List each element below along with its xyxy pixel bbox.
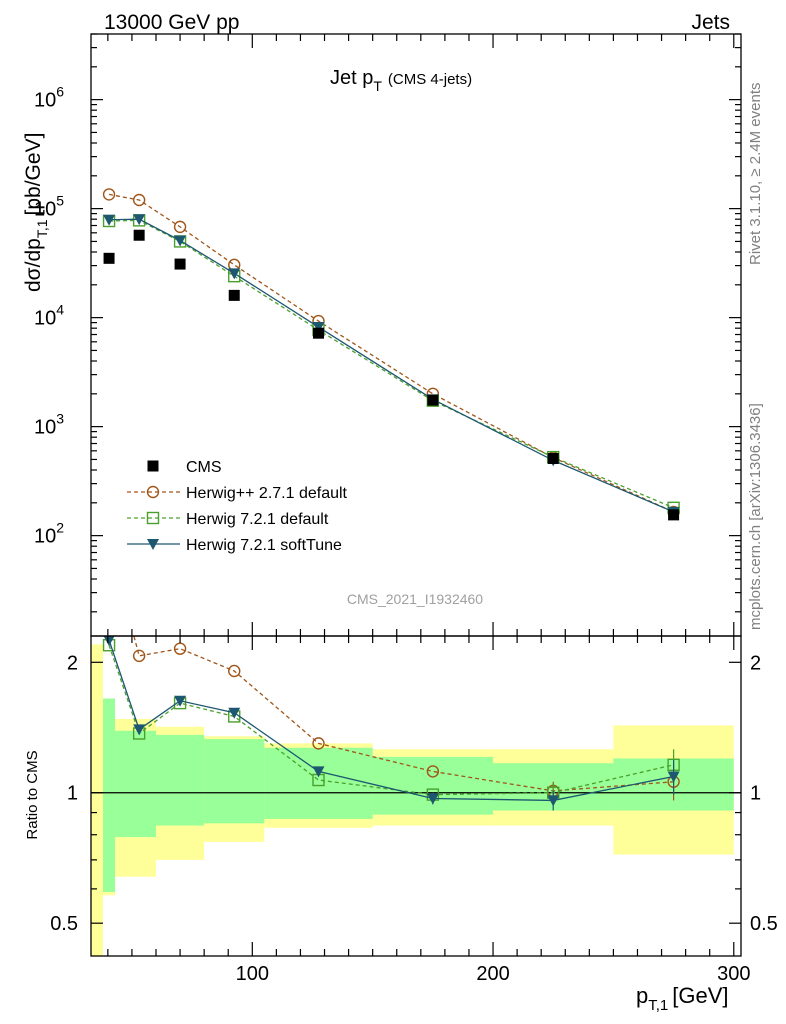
main-point-s0-4 [313, 327, 324, 339]
main-line-series-1 [108, 193, 674, 513]
title-suffix: (CMS 4-jets) [388, 71, 472, 88]
main-line-series-2 [109, 219, 674, 509]
green-band-1 [115, 730, 156, 838]
main-ytick-label: 103 [34, 411, 64, 439]
ratio-point-s2-7 [667, 771, 680, 783]
legend-entry-label: Herwig 7.2.1 softTune [186, 537, 342, 554]
main-point-s3-1 [133, 214, 146, 226]
xlabel-main-text: p [636, 983, 648, 1008]
main-y-axis-label: dσ/dpT,1 [pb/GeV] [22, 133, 50, 292]
ratio-frame [90, 635, 742, 957]
ratio-point-s2-5 [426, 793, 439, 805]
main-ytick-label: 105 [34, 193, 64, 221]
main-point-s1-2 [173, 220, 187, 234]
main-point-s0-1 [133, 229, 145, 241]
ratio-point-s0-4 [312, 737, 325, 750]
ylabel-main-text: dσ/dp [22, 238, 45, 292]
mcplots-reference-label: mcplots.cern.ch [arXiv:1306.3436] [747, 403, 764, 630]
main-point-s0-5 [427, 394, 439, 406]
ratio-ytick-label-right: 1 [750, 783, 761, 805]
ratio-point-s2-1 [133, 724, 146, 736]
main-ytick-base: 10 [34, 308, 56, 330]
legend-entry-label: Herwig 7.2.1 default [186, 511, 329, 528]
main-ytick-base: 10 [34, 199, 56, 221]
main-ytick-base: 10 [34, 90, 56, 112]
main-point-s0-2 [174, 258, 186, 270]
legend-entry-label: Herwig++ 2.7.1 default [186, 485, 348, 502]
x-tick-label: 100 [236, 963, 269, 985]
xlabel-subscript: T,1 [648, 997, 668, 1014]
main-ytick-base: 10 [34, 417, 56, 439]
main-ytick-base: 10 [34, 526, 56, 548]
xlabel-unit: [GeV] [672, 983, 728, 1008]
legend-marker-3 [147, 539, 159, 550]
ratio-line-series-1 [108, 645, 674, 796]
ratio-line-series-2 [108, 639, 674, 802]
ylabel-subscript: T,1 [34, 219, 50, 238]
ratio-ytick-label-right: 2 [750, 652, 761, 674]
main-plot-title: Jet pT (CMS 4-jets) [330, 67, 472, 94]
main-ytick-label: 104 [34, 302, 64, 330]
green-band-4 [264, 747, 373, 819]
main-ytick-exponent: 3 [56, 411, 64, 427]
ratio-line-series-0 [133, 636, 674, 792]
legend: CMS Herwig++ 2.7.1 default Herwig 7.2.1 de… [127, 459, 348, 554]
legend-marker-2 [146, 511, 160, 525]
title-subscript: T [373, 78, 382, 94]
ratio-point-s2-2 [174, 695, 187, 707]
ratio-point-s0-1 [132, 649, 146, 663]
ratio-point-s2-4 [312, 766, 325, 778]
ratio-ytick-label-right: 0.5 [750, 913, 778, 935]
main-point-s0-7 [668, 509, 680, 521]
main-point-s3-4 [312, 322, 325, 334]
analysis-id-label: CMS_2021_I1932460 [347, 591, 483, 607]
green-band-0 [103, 698, 116, 893]
main-ytick-label: 102 [34, 520, 64, 548]
legend-marker-1 [146, 485, 160, 499]
main-point-s0-3 [228, 289, 240, 301]
ratio-point-s0-2 [173, 642, 187, 655]
ratio-series-group [102, 536, 680, 811]
ratio-point-s0-5 [426, 765, 440, 778]
main-point-s1-1 [132, 193, 146, 207]
yellow-band-0 [91, 644, 104, 956]
ratio-point-s2-3 [228, 707, 241, 719]
main-ytick-exponent: 2 [56, 520, 64, 536]
ylabel-unit: [pb/GeV] [22, 133, 45, 216]
x-tick-label: 300 [717, 963, 750, 985]
ratio-point-s2-0 [103, 636, 115, 647]
x-axis-label: pT,1 [GeV] [636, 983, 729, 1014]
title-main-text: Jet p [330, 67, 373, 89]
ratio-plot-area: 0.5 0.5 1 1 2 2 100 200 300 [50, 536, 778, 985]
main-ytick-exponent: 6 [56, 84, 64, 100]
main-point-s3-0 [103, 214, 116, 226]
main-ytick-exponent: 5 [56, 193, 64, 209]
main-ytick-exponent: 4 [56, 302, 64, 318]
header-energy-label: 13000 GeV pp [104, 11, 239, 34]
ratio-point-s2-6 [547, 795, 560, 807]
main-point-s3-3 [228, 268, 241, 280]
main-series-group [102, 188, 680, 521]
main-point-s0-6 [547, 453, 559, 465]
green-band-2 [156, 734, 205, 826]
ratio-ytick-label-left: 2 [67, 652, 78, 674]
ratio-ytick-label-left: 1 [67, 783, 78, 805]
main-point-s3-2 [174, 235, 187, 247]
ratio-ytick-label-left: 0.5 [50, 913, 78, 935]
header-category-label: Jets [691, 11, 730, 34]
legend-entry-label: CMS [186, 459, 222, 476]
main-point-s1-0 [102, 188, 116, 201]
ratio-point-s0-0 [104, 536, 115, 547]
main-line-series-3 [109, 218, 674, 513]
x-tick-label: 200 [476, 963, 509, 985]
main-point-s0-0 [103, 252, 115, 264]
rivet-version-label: Rivet 3.1.10, ≥ 2.4M events [747, 83, 764, 266]
main-ytick-label: 106 [34, 84, 64, 112]
ratio-y-axis-label: Ratio to CMS [24, 750, 41, 839]
legend-marker-0 [147, 460, 159, 472]
green-band-3 [204, 739, 265, 824]
ratio-point-s0-3 [228, 664, 241, 678]
